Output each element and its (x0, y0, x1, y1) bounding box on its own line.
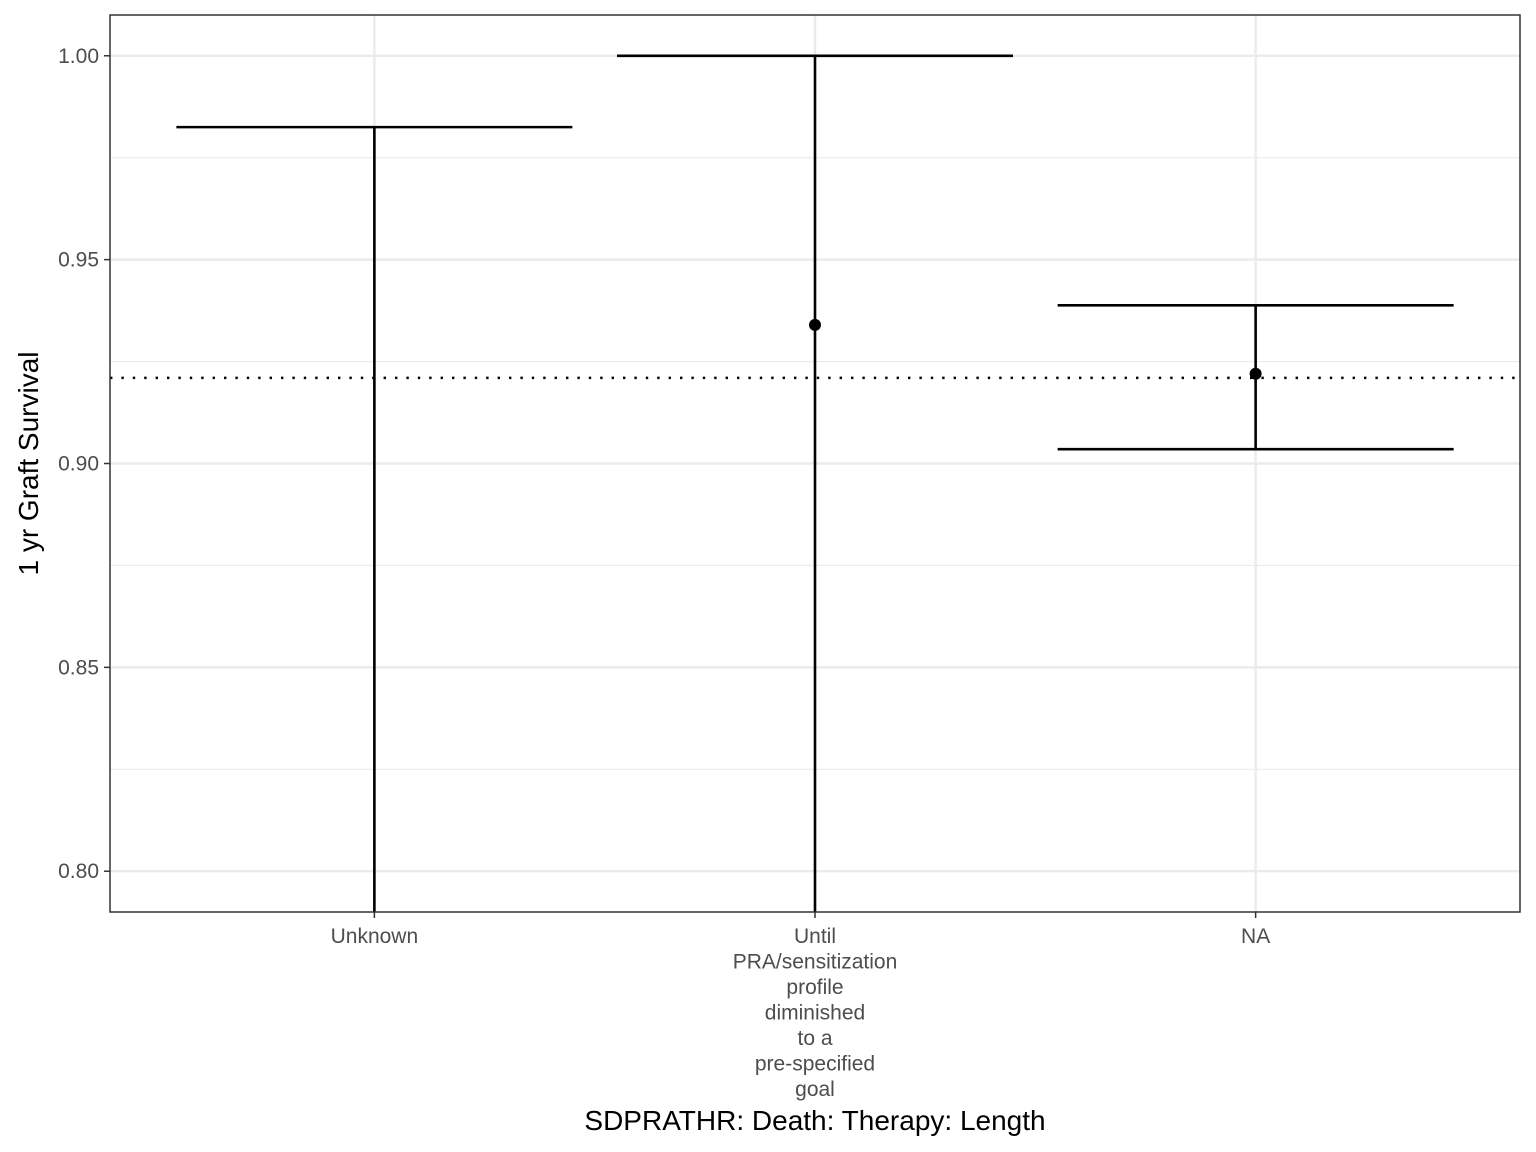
point-estimate (1249, 367, 1262, 380)
x-tick-label: NA (1241, 925, 1270, 948)
x-tick-label-line: Until (794, 925, 836, 948)
x-tick-label-line: to a (797, 1027, 832, 1050)
x-axis: Unknown Until PRA/sensitization profile dimi… (331, 912, 1270, 1101)
x-tick-label-line: pre-specified (755, 1053, 875, 1076)
x-tick-label-line: profile (786, 976, 843, 999)
y-axis: 0.80 0.85 0.90 0.95 1.00 (58, 45, 110, 883)
point-estimate (809, 318, 821, 331)
x-tick-label: Unknown (331, 925, 419, 948)
y-tick-label: 0.90 (58, 453, 99, 476)
x-tick-label-line: Unknown (331, 925, 419, 948)
x-axis-title: SDPRATHR: Death: Therapy: Length (584, 1105, 1045, 1136)
x-tick-label-line: PRA/sensitization (733, 951, 898, 974)
x-tick-label-line: goal (795, 1078, 835, 1101)
y-axis-title: 1 yr Graft Survival (13, 351, 44, 575)
y-tick-label: 0.80 (58, 860, 99, 883)
x-tick-label: Until PRA/sensitization profile diminished t… (733, 925, 898, 1101)
x-tick-label-line: NA (1241, 925, 1270, 948)
y-tick-label: 0.85 (58, 656, 99, 679)
error-bars (176, 54, 1454, 912)
y-tick-label: 0.95 (58, 249, 99, 272)
y-tick-label: 1.00 (58, 45, 99, 68)
x-tick-label-line: diminished (765, 1002, 865, 1025)
